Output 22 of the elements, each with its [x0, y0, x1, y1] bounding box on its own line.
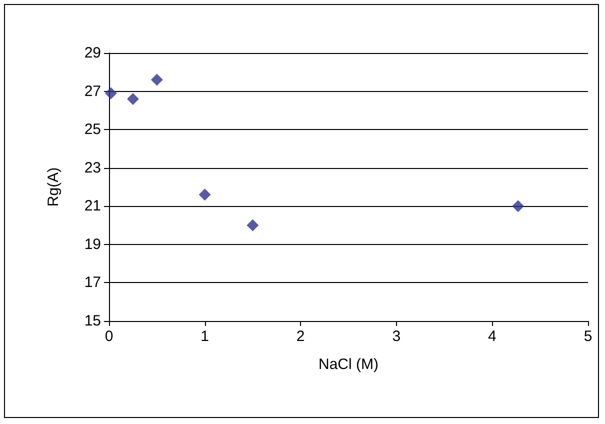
x-tick-label: 4 [488, 328, 496, 345]
point [512, 200, 524, 212]
point [198, 188, 211, 201]
y-tick-label: 23 [84, 159, 101, 176]
y-tick-label: 25 [84, 121, 101, 138]
y-tick-label: 27 [84, 82, 101, 100]
point [104, 87, 117, 100]
x-tick-label: 0 [104, 328, 114, 345]
x-axis-title: NaCl (M) [318, 356, 378, 373]
y-tick-label: 17 [84, 274, 101, 292]
y-tick-label: 21 [84, 198, 101, 215]
point [126, 92, 139, 105]
x-tick-label: 3 [392, 328, 401, 345]
y-tick-label: 15 [84, 312, 101, 330]
x-tick-label: 2 [296, 328, 305, 345]
y-tick-label: 29 [84, 44, 101, 62]
y-tick-label: 19 [84, 236, 101, 253]
x-tick-label: 5 [584, 328, 592, 345]
point [150, 74, 163, 86]
point [246, 219, 259, 232]
x-tick-label: 1 [200, 328, 209, 345]
y-axis-title: Rg(A) [45, 167, 62, 207]
